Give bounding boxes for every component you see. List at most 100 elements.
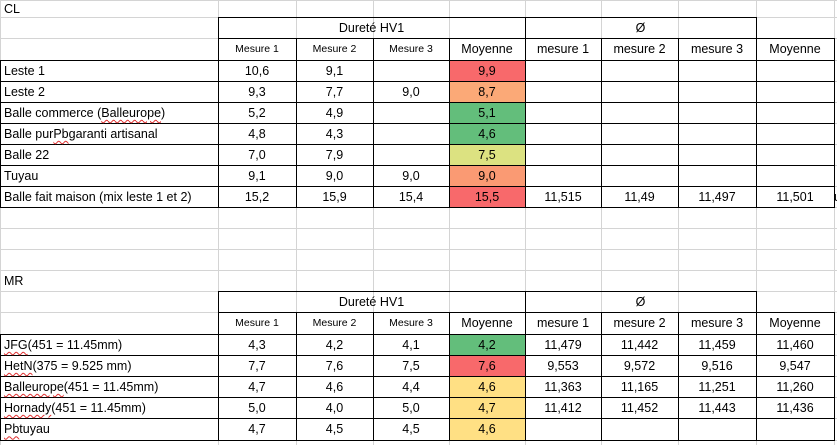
spellcheck-word: Hornady [4,400,52,415]
row-label: JFG (451 = 11.45mm) [4,337,123,352]
hardness-group-header: Dureté HV1 [338,294,405,309]
gridline [0,440,835,441]
table-cell: 5,1 [478,105,496,120]
table-cell: 4,4 [402,379,420,394]
table-cell: 11,443 [698,400,736,415]
row-label: Balle pur Pb garanti artisanal [4,126,158,141]
gridline [601,0,602,445]
gridline [0,270,837,271]
gridline [678,312,679,441]
gridline [449,312,450,441]
table-cell: 9,553 [547,358,579,373]
gridline [0,249,837,250]
table-cell: 11,497 [698,189,736,204]
column-header: mesure 3 [690,316,744,331]
hardness-group-header: Dureté HV1 [338,20,405,35]
gridline [373,38,374,208]
gridline [0,418,835,419]
mean-color-fill [449,334,525,355]
gridline [0,60,1,208]
column-header: mesure 1 [536,316,590,331]
table-cell: 7,0 [248,147,266,162]
gridline [0,165,835,166]
mean-color-fill [449,355,525,376]
table-cell: 8,7 [478,84,496,99]
gridline [296,0,297,445]
row-label: Leste 2 [4,84,46,99]
table-cell: 4,5 [325,422,344,437]
gridline [756,0,757,445]
row-label: Pb tuyau [4,422,50,437]
table-cell: 4,5 [402,422,420,437]
column-header: Moyenne [769,42,821,57]
spellcheck-word: Balleurope [101,105,162,120]
row-label: Tuyau [4,168,39,183]
table-cell: 9,0 [325,168,344,183]
row-label: Balle fait maison (mix leste 1 et 2) [4,189,192,204]
gridline [678,0,679,445]
table-cell: 15,5 [474,189,500,204]
row-label: Hornady (451 = 11.45mm) [4,400,146,415]
mean-color-fill [449,418,525,440]
table-cell: 11,452 [620,400,659,415]
section-label: MR [4,273,24,288]
gridline [678,38,679,208]
gridline [218,291,219,441]
table-cell: 7,7 [325,84,344,99]
column-header: mesure 1 [536,42,590,57]
table-cell: 11,49 [624,189,655,204]
table-cell: 5,0 [402,400,420,415]
column-header: Mesure 2 [312,317,357,330]
table-cell: 11,459 [698,337,736,352]
table-cell: 15,4 [398,189,424,204]
table-cell: 11,436 [776,400,814,415]
gridline [525,17,526,208]
table-cell: 4,3 [248,337,266,352]
table-cell: 15,9 [322,189,347,204]
gridline [0,123,835,124]
table-cell: 5,0 [248,400,266,415]
column-header: Moyenne [769,316,821,331]
gridline [525,0,526,445]
column-header: Mesure 3 [389,317,433,330]
table-cell: 11,515 [544,189,582,204]
spellcheck-word: Pb [4,422,20,437]
column-header: Moyenne [461,42,513,57]
gridline [218,0,219,445]
gridline [0,334,835,335]
gridline [449,38,450,208]
column-header: Moyenne [461,316,513,331]
table-cell: 4,2 [325,337,344,352]
gridline [218,38,835,39]
row-label: Balle commerce (Balleurope) [4,105,166,120]
table-cell: 4,6 [325,379,344,394]
table-cell: 4,7 [478,400,496,415]
gridline [0,102,835,103]
gridline [0,376,835,377]
gridline [834,0,835,445]
table-cell: 7,7 [248,358,266,373]
table-cell: 15,2 [244,189,270,204]
gridline [0,355,835,356]
gridline [218,17,526,18]
gridline [525,291,526,441]
table-cell: 9,0 [402,84,420,99]
column-header: mesure 2 [613,42,666,57]
gridline [525,17,757,18]
table-cell: 11,251 [698,379,736,394]
diameter-group-header: Ø [635,20,646,35]
gridline [0,186,835,187]
table-cell: 4,1 [402,337,420,352]
diameter-group-header: Ø [635,294,646,309]
gridline [218,17,219,208]
column-header: mesure 2 [613,316,666,331]
mean-color-fill [449,81,525,102]
table-cell: 9,572 [623,358,656,373]
table-cell: 4,3 [325,126,344,141]
mean-color-fill [449,165,525,186]
gridline [0,397,835,398]
table-cell: 5,2 [248,105,266,120]
table-cell: 4,6 [478,126,496,141]
row-label: HetN (375 = 9.525 mm) [4,358,132,373]
